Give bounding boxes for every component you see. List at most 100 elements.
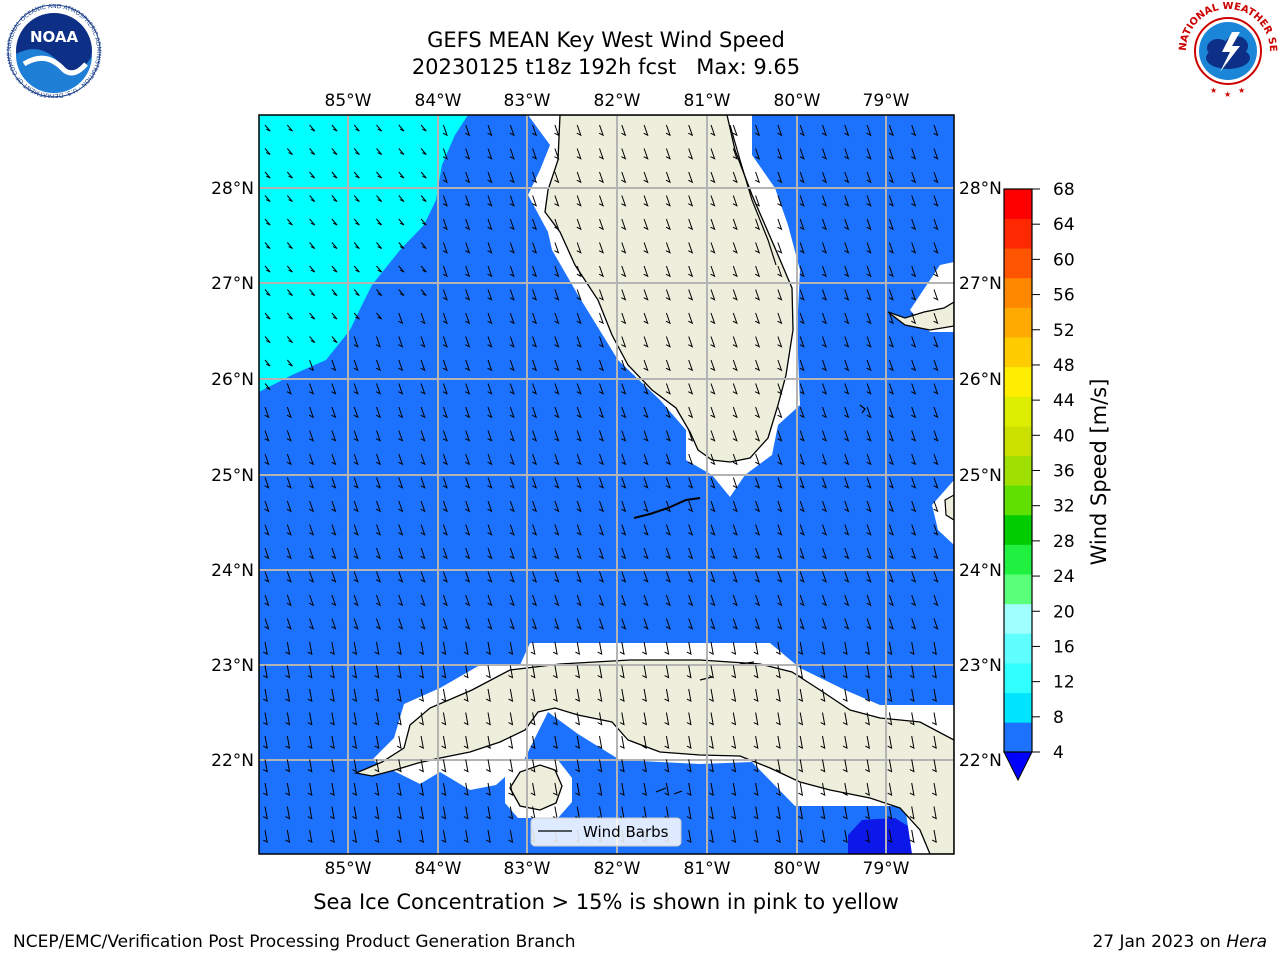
wind-barb <box>753 665 759 679</box>
wind-barb <box>509 359 515 372</box>
wind-barb <box>264 336 271 344</box>
colorbar-band <box>1004 603 1032 634</box>
wind-barb <box>710 571 716 583</box>
wind-barb <box>487 618 493 630</box>
wind-barb <box>264 524 270 536</box>
wind-barb <box>731 806 737 820</box>
colorbar-tick-label: 44 <box>1053 391 1075 411</box>
wind-barb <box>664 782 670 796</box>
wind-barb <box>844 383 850 395</box>
wind-barb <box>487 594 493 607</box>
wind-barb <box>463 735 469 749</box>
wind-barb <box>777 359 783 372</box>
lon-labels-bottom: 85°W 84°W 83°W 82°W 81°W 80°W 79°W <box>325 859 910 879</box>
wind-barb <box>509 524 515 536</box>
wind-barb <box>820 806 826 820</box>
wind-barb <box>331 148 338 156</box>
wind-barb <box>688 477 694 489</box>
wind-barb <box>821 289 827 301</box>
wind-barb <box>352 759 358 773</box>
wind-barb <box>465 289 471 301</box>
wind-barb <box>353 594 359 607</box>
wind-barb <box>353 195 360 203</box>
wind-barb <box>643 547 649 560</box>
colorbar-band <box>1004 485 1032 516</box>
wind-barb <box>664 688 670 702</box>
lon-label-bottom: 83°W <box>504 859 551 879</box>
wind-barb <box>329 782 335 796</box>
wind-barb <box>264 618 270 630</box>
wind-barb <box>933 477 939 489</box>
wind-barb <box>842 782 848 796</box>
wind-barb <box>866 547 872 560</box>
wind-barb <box>643 265 649 278</box>
wind-barb <box>732 336 738 348</box>
wind-barb <box>821 242 827 254</box>
wind-barb <box>376 148 383 156</box>
wind-barb <box>643 242 649 254</box>
wind-barb <box>842 712 848 726</box>
wind-barb <box>441 759 447 773</box>
wind-barb <box>777 618 783 630</box>
wind-barb <box>575 782 581 796</box>
wind-barb <box>777 430 783 442</box>
wind-barb <box>442 265 448 278</box>
wind-barb <box>598 336 604 348</box>
wind-barb <box>465 618 471 630</box>
wind-barb <box>911 571 917 583</box>
wind-barb <box>485 782 491 796</box>
wind-barb <box>732 265 738 278</box>
wind-barb <box>887 829 893 843</box>
wind-barb <box>688 359 694 372</box>
wind-barb <box>775 688 781 702</box>
wind-barb <box>353 571 359 583</box>
wind-barb <box>352 665 358 679</box>
chart-title: GEFS MEAN Key West Wind Speed <box>427 28 785 52</box>
wind-barb <box>576 453 582 466</box>
wind-barb <box>353 547 359 560</box>
wind-barb <box>621 195 627 207</box>
wind-barb <box>398 524 404 536</box>
wind-barb <box>530 712 536 726</box>
wind-barb <box>419 712 424 726</box>
wind-barb <box>598 547 604 560</box>
wind-barb <box>376 195 383 203</box>
wind-barb <box>308 383 315 395</box>
wind-barb <box>597 665 603 679</box>
wind-barb <box>866 571 872 583</box>
wind-barb <box>865 782 870 796</box>
wind-barb <box>799 148 805 160</box>
wind-barb <box>598 477 604 489</box>
wind-barb <box>262 688 268 702</box>
lat-label-right: 22°N <box>959 751 1002 771</box>
wind-barb <box>262 665 268 679</box>
wind-barb <box>552 712 558 726</box>
wind-barb <box>865 759 870 773</box>
lon-label-bottom: 84°W <box>415 859 462 879</box>
wind-barb <box>598 124 604 137</box>
wind-barb <box>821 406 827 419</box>
wind-barb <box>554 336 560 348</box>
wind-barb <box>398 430 404 442</box>
wind-barb <box>285 759 291 773</box>
wind-barb <box>799 594 805 607</box>
wind-barb <box>619 735 625 749</box>
wind-barb <box>509 195 515 207</box>
wind-barb <box>732 383 738 395</box>
wind-barb <box>911 171 917 184</box>
wind-barb <box>309 124 316 132</box>
wind-barb <box>353 124 360 132</box>
wind-barb <box>554 218 560 231</box>
wind-barb <box>777 124 783 137</box>
wind-barb <box>710 430 716 442</box>
wind-barb <box>820 712 826 726</box>
wind-barb <box>508 712 514 726</box>
wind-barb <box>374 759 380 773</box>
wind-barb <box>844 359 850 372</box>
wind-barb <box>285 688 291 702</box>
wind-barb <box>844 124 850 137</box>
wind-barb <box>621 148 627 160</box>
wind-barb <box>353 289 360 297</box>
wind-barb <box>866 289 872 301</box>
wind-barb <box>487 453 493 466</box>
